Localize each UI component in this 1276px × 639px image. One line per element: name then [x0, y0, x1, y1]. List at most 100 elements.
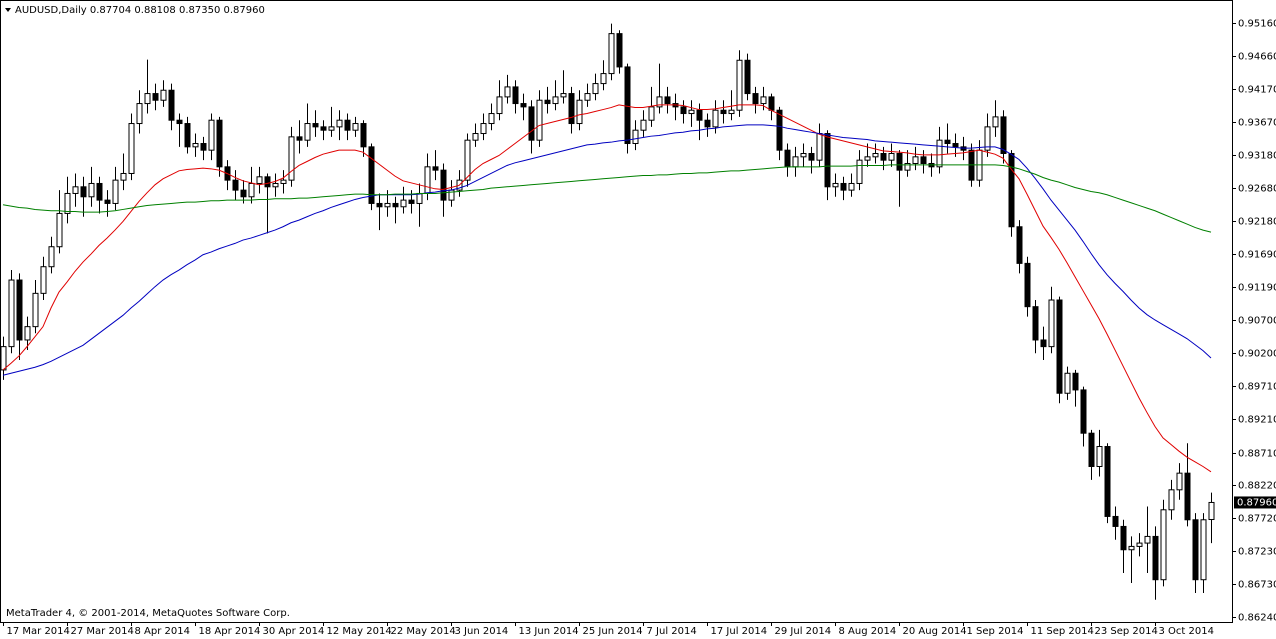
candle-body — [408, 199, 415, 204]
candle-body — [864, 156, 871, 161]
candle-body — [1152, 535, 1159, 581]
candle-body — [568, 93, 575, 125]
candle-body — [592, 83, 599, 95]
candle-body — [664, 96, 671, 105]
candle-body — [312, 123, 319, 128]
candle-body — [264, 176, 271, 188]
x-tick-label: 1 Sep 2014 — [967, 626, 1024, 637]
candle-body — [728, 109, 735, 115]
candle-body — [624, 66, 631, 145]
x-tick-label: 12 May 2014 — [327, 626, 392, 637]
candle-body — [1184, 472, 1191, 521]
y-tick-label: 0.88220 — [1238, 481, 1276, 492]
y-tick-label: 0.87720 — [1238, 514, 1276, 525]
candle-body — [1120, 525, 1127, 551]
x-tick-label: 18 Apr 2014 — [199, 626, 261, 637]
y-tick-label: 0.86240 — [1238, 613, 1276, 624]
candle-body — [536, 99, 543, 141]
candle-body — [440, 169, 447, 201]
x-tick-label: 7 Jul 2014 — [647, 626, 697, 637]
candle-body — [1064, 372, 1071, 394]
x-tick-label: 30 Apr 2014 — [263, 626, 325, 637]
candle-body — [560, 93, 567, 98]
candle-body — [72, 186, 79, 194]
candle-body — [824, 133, 831, 188]
candle-body — [840, 182, 847, 191]
x-tick-label: 23 Sep 2014 — [1095, 626, 1158, 637]
candle-body — [480, 123, 487, 135]
candle-body — [48, 246, 55, 268]
moving-average — [2, 124, 1212, 376]
candle-body — [304, 123, 311, 141]
candle-body — [944, 139, 951, 145]
candle-body — [272, 182, 279, 188]
candle-body — [320, 126, 327, 131]
candle-body — [1112, 515, 1119, 527]
candle-body — [112, 179, 119, 204]
candle-body — [16, 279, 23, 341]
candle-body — [232, 179, 239, 191]
x-tick-label: 17 Mar 2014 — [7, 626, 70, 637]
candle-body — [584, 93, 591, 101]
candle-body — [520, 103, 527, 108]
candle-body — [984, 126, 991, 151]
candle-body — [1160, 509, 1167, 581]
candle-body — [1016, 226, 1023, 264]
candle-body — [240, 189, 247, 198]
candle-body — [464, 139, 471, 181]
candle-body — [32, 292, 39, 328]
y-tick-label: 0.90200 — [1238, 349, 1276, 360]
candle-body — [808, 153, 815, 161]
candle-body — [120, 172, 127, 181]
candle-body — [1048, 299, 1055, 348]
candle-body — [608, 33, 615, 75]
candle-body — [856, 159, 863, 184]
x-tick-label: 29 Jul 2014 — [775, 626, 832, 637]
candle-body — [792, 156, 799, 168]
candle-body — [1136, 542, 1143, 547]
candle-body — [0, 346, 7, 371]
menu-arrow[interactable] — [5, 8, 11, 12]
x-tick-label: 20 Aug 2014 — [903, 626, 967, 637]
candle-body — [544, 99, 551, 105]
candle-body — [176, 119, 183, 125]
candle-body — [784, 149, 791, 168]
candle-body — [912, 156, 919, 164]
candle-body — [128, 123, 135, 174]
candle-body — [704, 119, 711, 128]
candle-body — [256, 176, 263, 184]
candle-body — [1104, 446, 1111, 517]
y-tick-label: 0.94170 — [1238, 85, 1276, 96]
candle-body — [88, 182, 95, 198]
candle-body — [1192, 519, 1199, 581]
candle-body — [816, 133, 823, 161]
candle-body — [744, 59, 751, 95]
y-tick-label: 0.95160 — [1238, 19, 1276, 30]
candle-body — [488, 113, 495, 125]
candle-body — [1072, 372, 1079, 391]
candle-body — [952, 143, 959, 148]
y-tick-label: 0.89710 — [1238, 382, 1276, 393]
candle-body — [760, 96, 767, 105]
candle-body — [904, 162, 911, 171]
x-tick-label: 8 Apr 2014 — [135, 626, 190, 637]
y-tick-label: 0.93670 — [1238, 118, 1276, 129]
chart-title: AUDUSD,Daily 0.87704 0.88108 0.87350 0.8… — [15, 5, 265, 16]
candle-body — [872, 153, 879, 158]
candle-body — [720, 109, 727, 115]
candle-body — [632, 129, 639, 145]
y-tick-label: 0.89210 — [1238, 415, 1276, 426]
candle-body — [208, 119, 215, 151]
candle-body — [56, 212, 63, 248]
y-tick-label: 0.92180 — [1238, 217, 1276, 228]
candle-body — [416, 192, 423, 204]
candle-body — [104, 199, 111, 204]
plot-frame — [0, 0, 1233, 623]
candle-body — [200, 143, 207, 151]
y-tick-label: 0.94660 — [1238, 52, 1276, 63]
candle-body — [424, 166, 431, 194]
candle-body — [504, 86, 511, 98]
candle-body — [688, 109, 695, 115]
candle-body — [392, 202, 399, 208]
